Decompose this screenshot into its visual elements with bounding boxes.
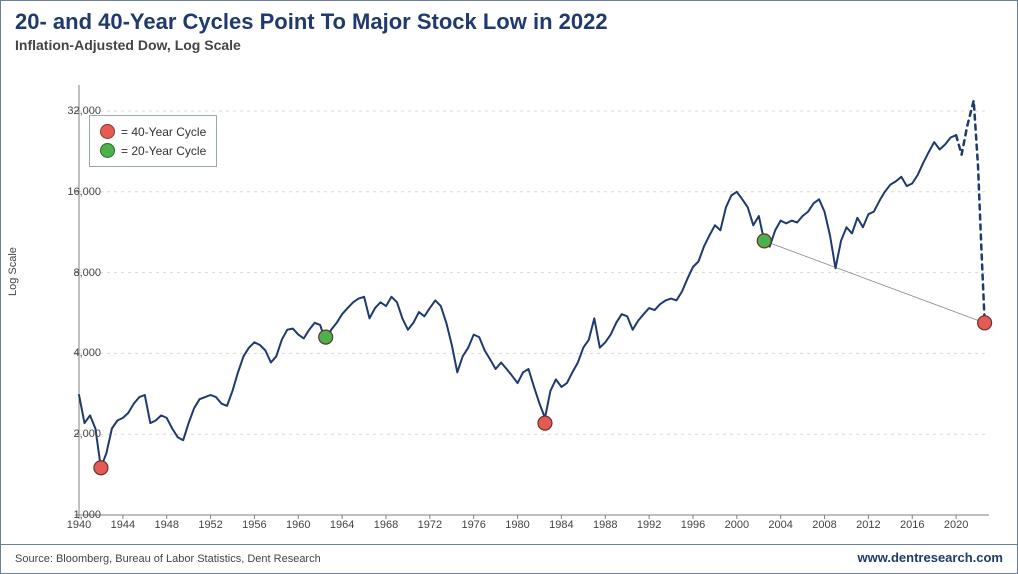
legend-label: = 40-Year Cycle [121,125,206,139]
legend-dot-icon [100,143,115,158]
legend: = 40-Year Cycle = 20-Year Cycle [89,115,217,167]
y-tick-label: 4,000 [41,347,101,359]
chart-frame: 20- and 40-Year Cycles Point To Major St… [0,0,1018,574]
y-tick-label: 2,000 [41,428,101,440]
legend-item: = 20-Year Cycle [100,141,206,160]
source-text: Source: Bloomberg, Bureau of Labor Stati… [15,553,321,565]
x-tick-label: 1948 [154,519,178,531]
y-tick-label: 8,000 [41,267,101,279]
x-tick-label: 1964 [330,519,354,531]
x-tick-label: 1980 [505,519,529,531]
x-tick-label: 1972 [418,519,442,531]
x-tick-label: 1944 [111,519,135,531]
legend-label: = 20-Year Cycle [121,144,206,158]
x-tick-label: 1992 [637,519,661,531]
x-tick-label: 1984 [549,519,573,531]
legend-dot-icon [100,124,115,139]
x-tick-label: 1952 [198,519,222,531]
y-tick-label: 16,000 [41,186,101,198]
x-tick-label: 2004 [768,519,792,531]
x-tick-label: 2012 [856,519,880,531]
chart-subtitle: Inflation-Adjusted Dow, Log Scale [15,37,241,53]
x-tick-label: 1940 [67,519,91,531]
x-tick-label: 1968 [374,519,398,531]
x-tick-label: 1960 [286,519,310,531]
x-tick-label: 2020 [944,519,968,531]
x-tick-label: 1988 [593,519,617,531]
x-tick-label: 1956 [242,519,266,531]
x-tick-label: 2008 [812,519,836,531]
x-tick-label: 2016 [900,519,924,531]
chart-title: 20- and 40-Year Cycles Point To Major St… [15,9,608,35]
y-axis-label: Log Scale [7,247,19,296]
website-link[interactable]: www.dentresearch.com [858,550,1003,565]
legend-item: = 40-Year Cycle [100,122,206,141]
x-tick-label: 2000 [725,519,749,531]
x-tick-label: 1996 [681,519,705,531]
footer-divider [1,544,1017,545]
x-tick-label: 1976 [461,519,485,531]
